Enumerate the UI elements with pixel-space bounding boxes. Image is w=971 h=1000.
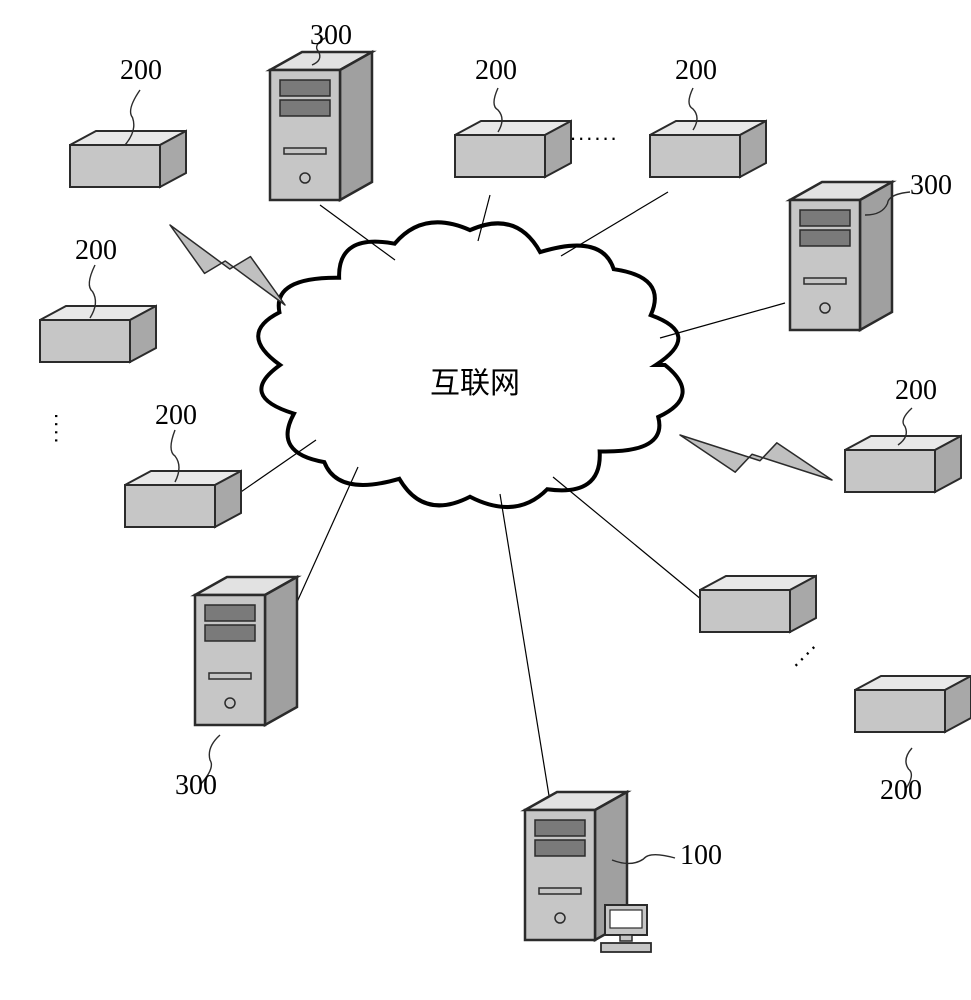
ref-label: 100 bbox=[680, 840, 722, 872]
ref-label: 200 bbox=[880, 775, 922, 807]
ref-label: 300 bbox=[910, 170, 952, 202]
ellipsis-marker: .... bbox=[49, 413, 75, 445]
ref-label: 200 bbox=[155, 400, 197, 432]
ref-label: 300 bbox=[310, 20, 352, 52]
diagram-svg bbox=[0, 0, 971, 1000]
diagram-stage: 互联网 200 300 200 200 300 200 200 300 200 200 100...… bbox=[0, 0, 971, 1000]
ref-label: 200 bbox=[895, 375, 937, 407]
ref-label: 200 bbox=[475, 55, 517, 87]
ref-label: 200 bbox=[120, 55, 162, 87]
ref-label: 200 bbox=[75, 235, 117, 267]
cloud-label: 互联网 bbox=[430, 358, 520, 402]
ref-label: 200 bbox=[675, 55, 717, 87]
ellipsis-marker: ...... bbox=[570, 120, 619, 146]
ref-label: 300 bbox=[175, 770, 217, 802]
